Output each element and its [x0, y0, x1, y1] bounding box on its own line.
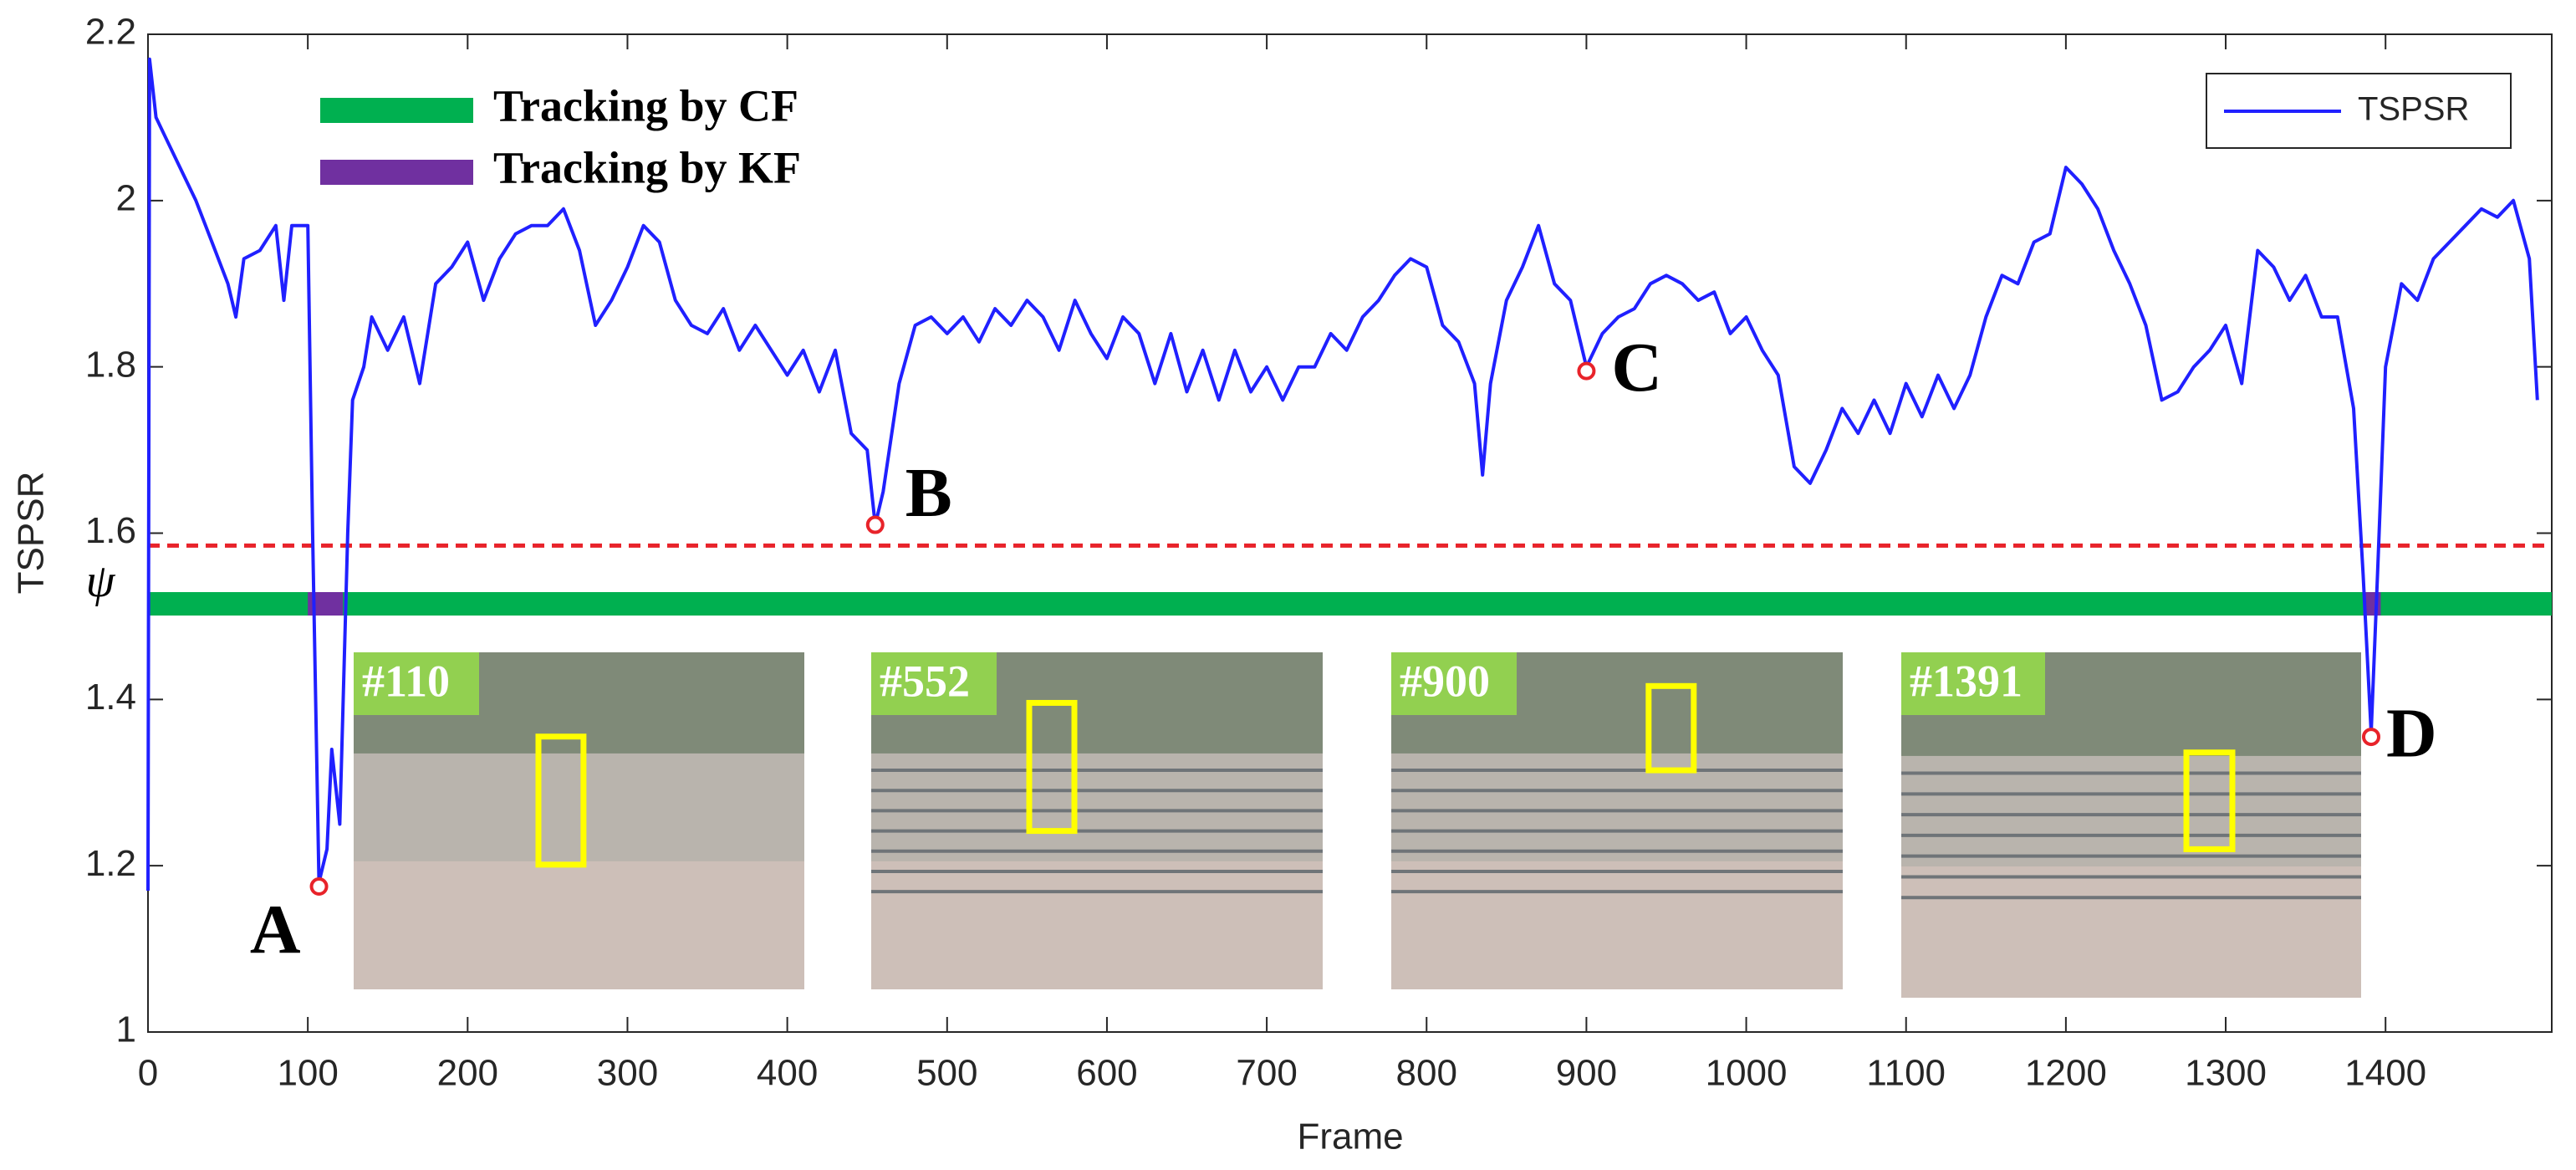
frame-label: #552 — [880, 656, 970, 706]
inset-photo: #110 — [354, 652, 804, 989]
x-tick-label: 1100 — [1866, 1053, 1946, 1094]
tracking-box — [2183, 749, 2236, 852]
x-tick-label: 1000 — [1706, 1053, 1788, 1094]
annotation-label: C — [1611, 329, 1662, 406]
frame-label: #110 — [362, 656, 450, 706]
frame-label-bg — [354, 652, 479, 715]
frame-label: #900 — [1400, 656, 1490, 706]
photo-ground — [354, 861, 804, 989]
x-tick-label: 700 — [1236, 1053, 1297, 1094]
y-tick-label: 2.2 — [85, 12, 136, 53]
frame-label-bg — [1391, 652, 1517, 715]
x-tick-label: 100 — [277, 1053, 338, 1094]
photo-ground — [1391, 861, 1843, 989]
x-tick-label: 200 — [437, 1053, 498, 1094]
annotation-point — [1577, 361, 1596, 381]
annotation-label: A — [250, 891, 301, 968]
x-tick-label: 1400 — [2344, 1053, 2426, 1094]
y-tick-label: 1.2 — [85, 843, 136, 884]
x-tick-label: 500 — [916, 1053, 977, 1094]
annotation-label: B — [905, 454, 952, 532]
x-tick-label: 600 — [1076, 1053, 1137, 1094]
x-axis-label: Frame — [1297, 1116, 1403, 1157]
y-axis-label: TSPSR — [11, 472, 52, 595]
threshold-label: ψ — [86, 555, 116, 607]
inset-photo: #552 — [871, 652, 1323, 989]
x-tick-label: 900 — [1556, 1053, 1617, 1094]
frame-label-bg — [871, 652, 997, 715]
x-tick-label: 400 — [757, 1053, 818, 1094]
y-tick-label: 1.8 — [85, 344, 136, 385]
photo-ground — [871, 861, 1323, 989]
frame-label: #1391 — [1910, 656, 2023, 706]
annotation-label: D — [2386, 694, 2437, 772]
x-tick-label: 800 — [1396, 1053, 1457, 1094]
x-tick-label: 300 — [597, 1053, 658, 1094]
frame-label-bg — [1901, 652, 2045, 715]
legend-label: TSPSR — [2358, 91, 2469, 128]
annotation-point — [309, 877, 329, 897]
photo-ground — [1901, 866, 2361, 998]
x-tick-label: 1300 — [2185, 1053, 2267, 1094]
y-tick-label: 1 — [116, 1009, 136, 1050]
annotation-point — [865, 515, 885, 534]
data-line — [146, 57, 2539, 892]
tracking-box — [535, 733, 587, 868]
tracking-box — [1645, 682, 1697, 774]
legend-label: Tracking by KF — [493, 142, 801, 192]
tracking-box — [1026, 699, 1078, 835]
y-tick-label: 1.6 — [85, 510, 136, 551]
legend-label: Tracking by CF — [493, 80, 798, 130]
y-tick-label: 2 — [116, 177, 136, 218]
inset-photo: #900 — [1391, 652, 1843, 989]
x-tick-label: 0 — [138, 1053, 158, 1094]
annotation-point — [2361, 728, 2380, 747]
y-tick-label: 1.4 — [85, 677, 136, 718]
inset-photo: #1391 — [1901, 652, 2361, 998]
x-tick-label: 1200 — [2025, 1053, 2107, 1094]
